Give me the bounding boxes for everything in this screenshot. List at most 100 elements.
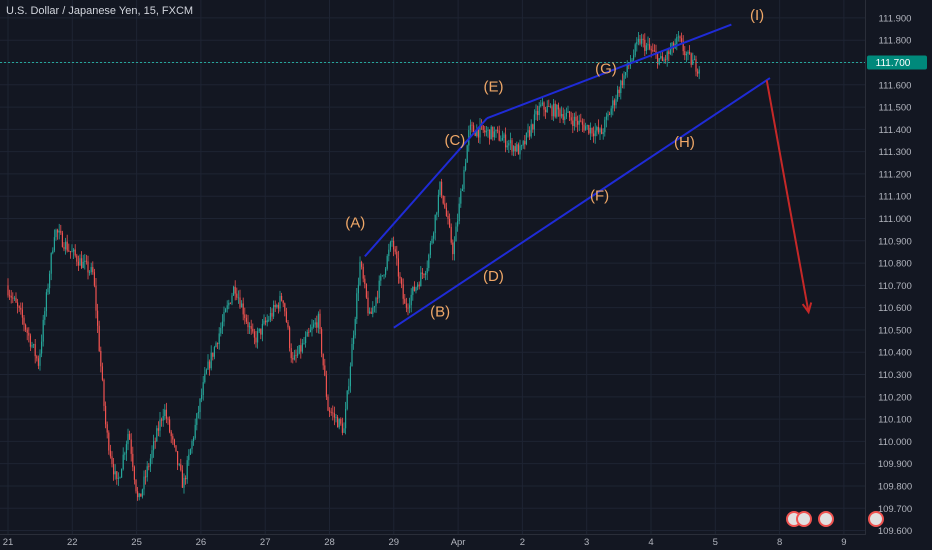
candle-body bbox=[548, 106, 550, 107]
candle-body bbox=[545, 109, 547, 113]
price-axis[interactable]: 111.900 111.800 111.700 111.600 111.500 111.4… bbox=[878, 13, 912, 537]
candle-body bbox=[588, 125, 590, 134]
candle-body bbox=[63, 246, 65, 250]
candle-body bbox=[313, 324, 315, 327]
candle-body bbox=[212, 352, 214, 357]
candle-body bbox=[15, 297, 17, 303]
price-tick-label: 110.200 bbox=[878, 392, 912, 403]
candle-body bbox=[562, 114, 564, 120]
candle-body bbox=[402, 284, 404, 299]
event-icons[interactable] bbox=[786, 511, 884, 527]
candle-body bbox=[381, 275, 383, 277]
candle-body bbox=[300, 345, 302, 352]
candle-body bbox=[541, 102, 543, 105]
candle-body bbox=[511, 140, 513, 152]
candle-body bbox=[585, 126, 587, 131]
candle-body bbox=[389, 242, 391, 250]
candle-body bbox=[394, 249, 396, 252]
candle-body bbox=[100, 350, 102, 367]
candle-body bbox=[613, 100, 615, 106]
candle-body bbox=[375, 297, 377, 307]
candle-body bbox=[223, 312, 225, 322]
candle-body bbox=[549, 106, 551, 108]
price-tick-label: 111.500 bbox=[879, 103, 912, 114]
candle-body bbox=[21, 309, 23, 318]
candle-body bbox=[31, 345, 33, 347]
candle-body bbox=[81, 258, 83, 268]
candle-body bbox=[513, 146, 515, 152]
candle-body bbox=[698, 69, 700, 74]
candle-body bbox=[524, 141, 526, 145]
candle-body bbox=[255, 337, 257, 343]
candle-body bbox=[509, 140, 511, 144]
price-tick-label: 110.100 bbox=[878, 415, 912, 426]
candle-body bbox=[405, 303, 407, 308]
candle-body bbox=[404, 298, 406, 304]
price-tick-label: 111.100 bbox=[879, 192, 912, 203]
price-tick-label: 110.400 bbox=[878, 348, 912, 359]
candle-body bbox=[575, 116, 577, 121]
candle-body bbox=[690, 53, 692, 65]
time-tick-label: 26 bbox=[196, 537, 207, 548]
candle-body bbox=[249, 326, 251, 328]
chart-title: U.S. Dollar / Japanese Yen, 15, FXCM bbox=[6, 5, 194, 17]
candle-body bbox=[141, 489, 143, 497]
candle-body bbox=[111, 456, 113, 465]
candle-body bbox=[204, 373, 206, 383]
candle-body bbox=[301, 343, 303, 352]
candle-body bbox=[410, 294, 412, 306]
candle-body bbox=[45, 292, 47, 312]
candle-body bbox=[57, 229, 59, 233]
economic-event-icon[interactable] bbox=[818, 511, 834, 527]
candle-body bbox=[421, 272, 423, 275]
candle-body bbox=[351, 344, 353, 367]
candle-body bbox=[365, 284, 367, 298]
time-axis[interactable]: 21 22 25 26 27 28 29 Apr 2 3 4 5 8 9 bbox=[3, 537, 847, 548]
candle-body bbox=[618, 89, 620, 94]
candle-body bbox=[113, 464, 115, 475]
candle-body bbox=[209, 361, 211, 369]
candle-body bbox=[636, 41, 638, 45]
candle-body bbox=[564, 116, 566, 120]
time-tick-label: 2 bbox=[520, 537, 525, 548]
candle-body bbox=[85, 260, 87, 262]
candle-body bbox=[663, 59, 665, 62]
candle-body bbox=[661, 56, 663, 62]
economic-event-icon[interactable] bbox=[868, 511, 884, 527]
candle-body bbox=[420, 272, 422, 287]
candle-body bbox=[164, 409, 166, 416]
candle-body bbox=[594, 130, 596, 137]
candle-body bbox=[346, 390, 348, 410]
time-tick-label: 21 bbox=[3, 537, 14, 548]
candle-body bbox=[666, 51, 668, 60]
candle-body bbox=[39, 353, 41, 366]
candle-body bbox=[557, 104, 559, 110]
candle-body bbox=[338, 419, 340, 428]
price-tick-label: 111.600 bbox=[879, 80, 912, 91]
economic-event-icon[interactable] bbox=[796, 511, 812, 527]
price-tick-label: 109.700 bbox=[878, 504, 912, 515]
candle-body bbox=[687, 51, 689, 54]
candle-body bbox=[260, 328, 262, 335]
candle-body bbox=[325, 375, 327, 397]
candle-body bbox=[609, 114, 611, 116]
candle-body bbox=[399, 276, 401, 279]
candle-body bbox=[253, 331, 255, 338]
candle-body bbox=[650, 48, 652, 51]
candle-body bbox=[377, 297, 379, 299]
candle-body bbox=[116, 471, 118, 479]
candle-body bbox=[237, 297, 239, 299]
candle-body bbox=[161, 419, 163, 421]
candle-body bbox=[620, 80, 622, 94]
price-tick-label: 110.800 bbox=[878, 259, 912, 270]
candle-body bbox=[455, 226, 457, 242]
candle-body bbox=[437, 194, 439, 213]
candle-body bbox=[444, 203, 446, 208]
candle-body bbox=[604, 119, 606, 133]
candle-body bbox=[106, 424, 108, 433]
candle-body bbox=[530, 124, 532, 137]
candle-body bbox=[391, 240, 393, 243]
candle-body bbox=[92, 267, 94, 273]
candle-body bbox=[482, 125, 484, 131]
